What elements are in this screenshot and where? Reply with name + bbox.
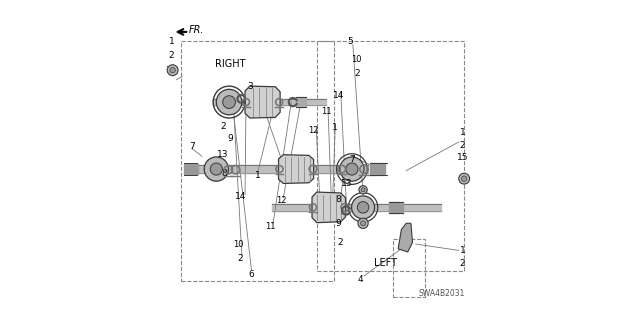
Circle shape bbox=[361, 188, 365, 192]
Text: 1: 1 bbox=[168, 37, 174, 46]
Circle shape bbox=[359, 186, 367, 194]
Circle shape bbox=[351, 196, 374, 219]
Circle shape bbox=[360, 221, 365, 226]
Text: 1: 1 bbox=[255, 171, 260, 180]
Text: 1: 1 bbox=[460, 128, 465, 137]
Circle shape bbox=[346, 163, 358, 175]
Text: 7: 7 bbox=[349, 155, 355, 164]
Text: 2: 2 bbox=[337, 238, 343, 247]
Text: 11: 11 bbox=[321, 107, 332, 116]
Text: 13: 13 bbox=[340, 179, 352, 188]
Text: 5: 5 bbox=[348, 37, 353, 46]
Text: 3: 3 bbox=[247, 82, 253, 91]
Text: 15: 15 bbox=[166, 66, 177, 75]
Text: 13: 13 bbox=[217, 150, 228, 159]
Text: SWA4B2031: SWA4B2031 bbox=[419, 289, 465, 298]
Circle shape bbox=[357, 202, 369, 213]
Circle shape bbox=[358, 218, 368, 228]
Text: 2: 2 bbox=[460, 141, 465, 150]
Text: FR.: FR. bbox=[189, 25, 204, 35]
Circle shape bbox=[216, 89, 242, 115]
Circle shape bbox=[461, 176, 467, 181]
Text: 7: 7 bbox=[189, 142, 195, 151]
Text: 9: 9 bbox=[228, 134, 234, 143]
Text: 8: 8 bbox=[335, 195, 341, 204]
Text: 2: 2 bbox=[168, 51, 174, 60]
Circle shape bbox=[167, 65, 178, 76]
Text: 14: 14 bbox=[236, 192, 246, 201]
Text: 1: 1 bbox=[460, 246, 465, 255]
Text: LEFT: LEFT bbox=[374, 258, 397, 268]
Polygon shape bbox=[245, 86, 280, 118]
Polygon shape bbox=[278, 155, 314, 183]
Text: 4: 4 bbox=[357, 275, 363, 284]
Polygon shape bbox=[398, 223, 413, 252]
Text: 2: 2 bbox=[220, 122, 225, 130]
Text: 10: 10 bbox=[234, 240, 244, 249]
Circle shape bbox=[459, 173, 470, 184]
Text: 9: 9 bbox=[335, 219, 341, 228]
Text: 2: 2 bbox=[354, 69, 360, 78]
Circle shape bbox=[170, 67, 175, 73]
Text: 2: 2 bbox=[237, 254, 243, 263]
Circle shape bbox=[211, 163, 222, 175]
Text: 8: 8 bbox=[221, 169, 227, 178]
Circle shape bbox=[223, 96, 236, 108]
Text: 12: 12 bbox=[276, 197, 286, 205]
Text: 12: 12 bbox=[308, 126, 319, 135]
Text: 2: 2 bbox=[460, 259, 465, 268]
Circle shape bbox=[340, 157, 364, 181]
Polygon shape bbox=[312, 192, 346, 223]
Text: RIGHT: RIGHT bbox=[216, 59, 246, 69]
Text: 1: 1 bbox=[332, 123, 338, 132]
Text: 15: 15 bbox=[457, 153, 468, 162]
Circle shape bbox=[204, 157, 228, 181]
Text: 11: 11 bbox=[266, 222, 276, 231]
Text: 14: 14 bbox=[333, 91, 344, 100]
Text: 10: 10 bbox=[351, 55, 362, 63]
Text: 6: 6 bbox=[248, 270, 254, 279]
